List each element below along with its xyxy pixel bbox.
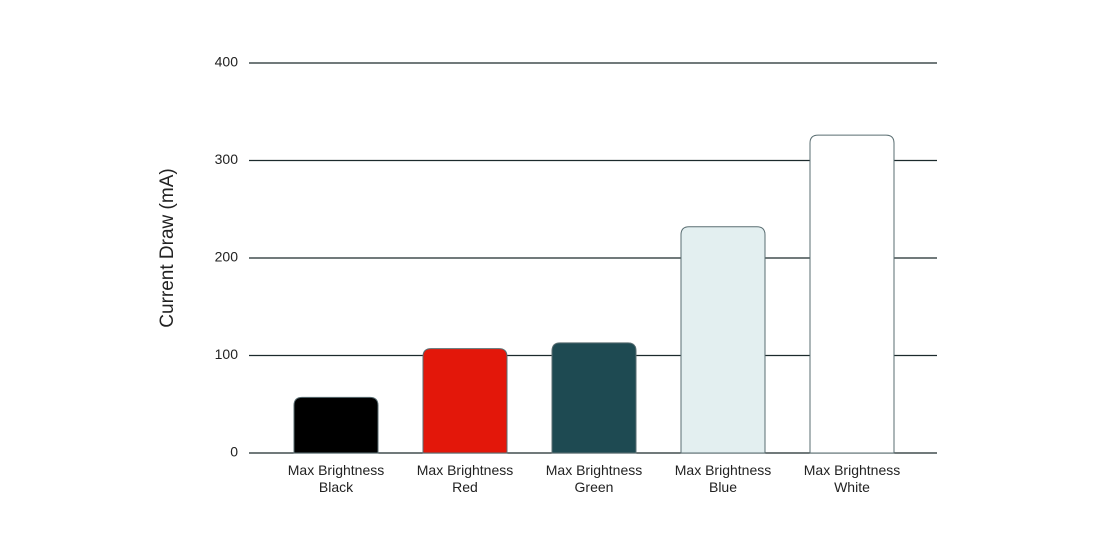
x-tick-label: Max Brightness Black: [287, 462, 385, 495]
x-tick-label: Max Brightness Green: [545, 462, 643, 495]
y-tick-label: 200: [215, 249, 239, 265]
bar: [680, 226, 766, 454]
y-tick-label: 300: [215, 151, 239, 167]
bar: [293, 396, 379, 454]
y-tick-label: 0: [230, 444, 238, 460]
bar: [551, 342, 637, 454]
x-tick-label: Max Brightness Red: [416, 462, 514, 495]
bar: [422, 348, 508, 454]
x-tick-label: Max Brightness Blue: [674, 462, 772, 495]
y-axis-label: Current Draw (mA): [157, 168, 178, 327]
x-tick-label: Max Brightness White: [803, 462, 901, 495]
y-tick-label: 400: [215, 54, 239, 70]
y-tick-label: 100: [215, 346, 239, 362]
bar: [809, 134, 895, 454]
